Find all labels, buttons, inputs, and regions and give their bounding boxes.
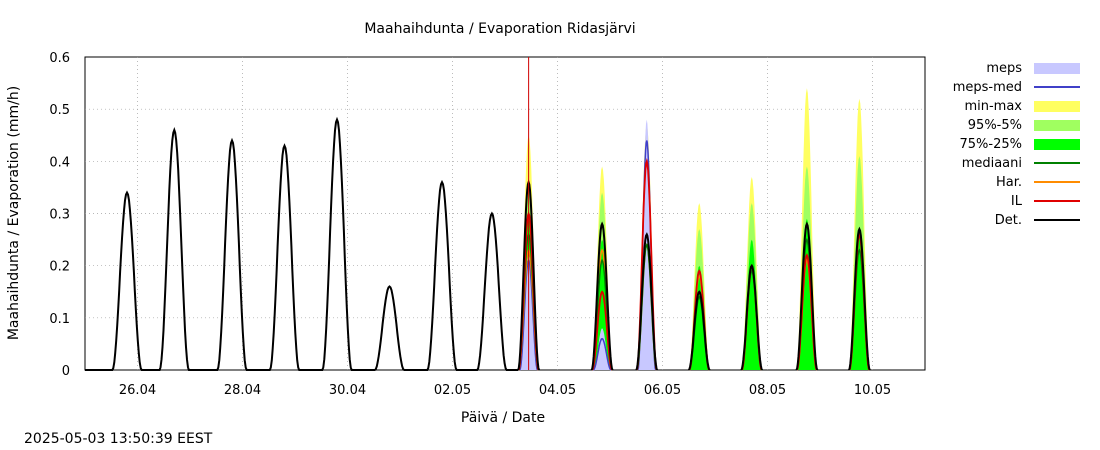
y-tick-label: 0 [62,364,70,379]
legend-label-har: Har. [996,175,1022,190]
legend-label-median: mediaani [962,156,1022,171]
det-series-line [687,290,711,371]
x-tick-label: 02.05 [434,383,471,398]
x-tick-label: 30.04 [329,383,366,398]
y-tick-label: 0.2 [49,260,70,275]
y-tick-label: 0.1 [49,312,70,327]
y-tick-label: 0.3 [49,208,70,223]
x-tick-label: 28.04 [224,383,261,398]
x-tick-label: 04.05 [539,383,576,398]
legend-label-det: Det. [995,213,1022,228]
x-tick-label: 26.04 [119,383,156,398]
meps-band [593,328,611,370]
p75-band [849,229,870,370]
det-series-line [847,226,871,371]
x-axis-label: Päivä / Date [461,410,545,426]
x-tick-label: 06.05 [644,383,681,398]
legend-swatch-p75 [1034,139,1080,150]
il-series-line [591,290,613,371]
det-series-line [635,232,659,371]
y-tick-label: 0.5 [49,103,70,118]
y-tick-label: 0.4 [49,155,70,170]
chart-title: Maahaihdunta / Evaporation Ridasjärvi [364,21,635,37]
det-series-line [590,221,614,371]
det-observed-line [85,116,519,371]
x-tick-label: 10.05 [854,383,891,398]
legend-label-p75: 75%-25% [960,137,1022,152]
legend-swatch-p95 [1034,120,1080,131]
plot-area: 0 0.1 0.2 0.3 0.4 0.5 0.6 26.04 28.04 30.04 02.05 0… [49,51,926,398]
legend-label-minmax: min-max [964,99,1022,114]
p75-band [689,265,710,370]
p75-band [741,239,762,370]
x-tick-label: 08.05 [749,383,786,398]
det-series-line [795,221,819,371]
legend-label-il: IL [1011,194,1023,209]
det-series-line [740,263,764,371]
legend-label-p95: 95%-5% [968,118,1022,133]
legend-label-meps_med: meps-med [953,80,1022,95]
y-tick-label: 0.6 [49,51,70,66]
p75-band [796,218,817,370]
legend-swatch-minmax [1034,101,1080,112]
y-axis-label: Maahaihdunta / Evaporation (mm/h) [6,86,22,340]
legend: meps meps-med min-max 95%-5% 75%-25% mediaani… [953,61,1080,228]
timestamp: 2025-05-03 13:50:39 EEST [24,431,213,447]
legend-label-meps: meps [986,61,1022,76]
meps_med-series-line [592,337,612,371]
legend-swatch-meps [1034,63,1080,74]
